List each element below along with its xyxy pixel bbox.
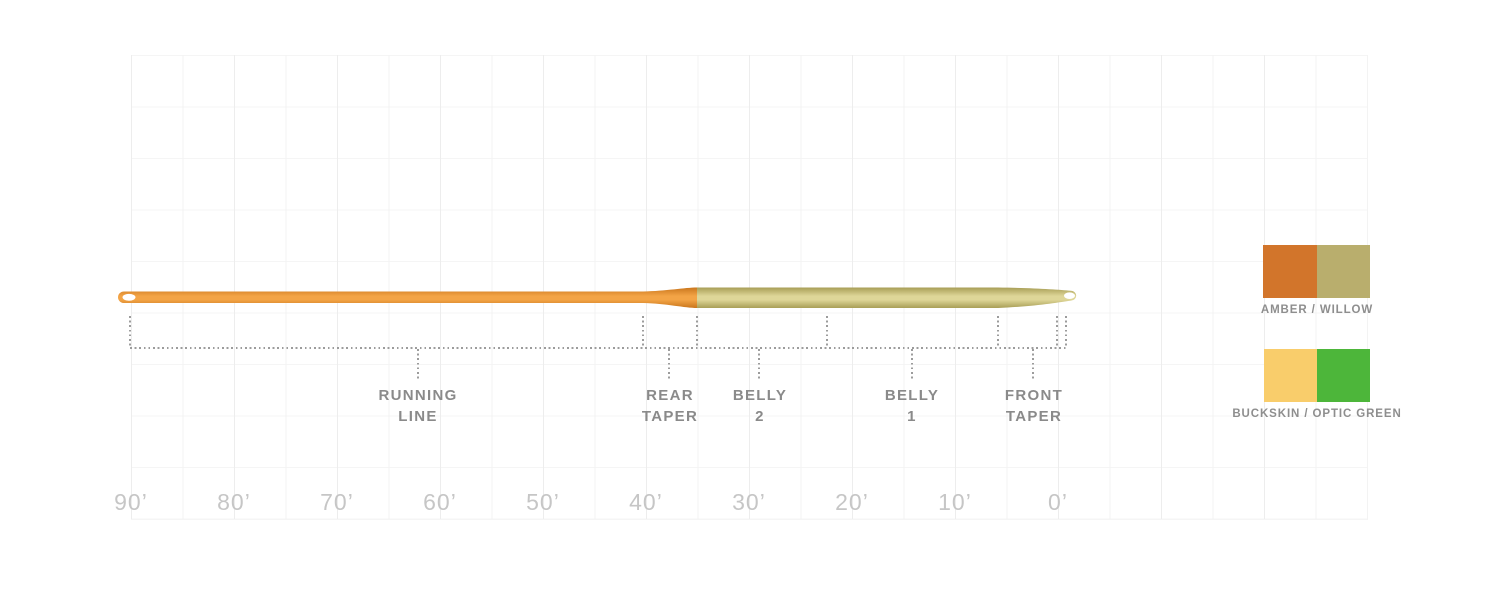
bracket-tick-belly2-start — [696, 316, 698, 347]
section-label-line2: TAPER — [641, 408, 699, 425]
ruler-tick-90ft: 90’ — [114, 489, 148, 515]
swatch-willow — [1316, 245, 1370, 298]
front-welded-loop — [1064, 292, 1075, 299]
colorway-swatch-amber-willow — [1263, 245, 1370, 298]
swatch-amber — [1263, 245, 1317, 298]
ruler-tick-80ft: 80’ — [217, 489, 251, 515]
bracket-tick-90ft — [129, 316, 131, 347]
section-label-belly-2: BELLY 2 — [733, 385, 787, 427]
section-label-line1: RUNNING — [378, 387, 458, 404]
ruler-tick-60ft: 60’ — [423, 489, 457, 515]
section-label-line2: TAPER — [1005, 408, 1063, 425]
colorway-label-amber-willow: AMBER / WILLOW — [1260, 304, 1374, 316]
ruler-tick-10ft: 10’ — [938, 489, 972, 515]
section-label-running-line: RUNNING LINE — [378, 385, 457, 427]
ruler-tick-50ft: 50’ — [526, 489, 560, 515]
colorway-swatch-buckskin-optic-green — [1264, 349, 1370, 402]
colorway-label-buckskin-optic-green: BUCKSKIN / OPTIC GREEN — [1232, 408, 1402, 420]
bracket-tick-front-taper-start — [997, 316, 999, 347]
leader-running-line — [417, 349, 419, 379]
section-label-line1: REAR — [646, 387, 694, 404]
section-label-line1: BELLY — [884, 387, 940, 404]
belly-and-front-taper-segment — [697, 287, 1077, 308]
leader-rear-taper — [668, 349, 670, 379]
swatch-buckskin — [1264, 349, 1317, 402]
background-grid — [131, 55, 1368, 520]
ruler-tick-40ft: 40’ — [629, 489, 663, 515]
ruler-tick-20ft: 20’ — [835, 489, 869, 515]
ruler-tick-30ft: 30’ — [732, 489, 766, 515]
rear-welded-loop — [122, 293, 136, 301]
section-label-line2: LINE — [398, 408, 438, 425]
swatch-optic-green — [1317, 349, 1370, 402]
running-line-and-rear-taper-segment — [118, 287, 697, 308]
bracket-baseline — [130, 347, 1066, 349]
ruler-tick-0ft: 0’ — [1048, 489, 1068, 515]
leader-belly-1 — [911, 349, 913, 379]
section-label-belly-1: BELLY 1 — [885, 385, 939, 427]
ruler-tick-70ft: 70’ — [320, 489, 354, 515]
leader-belly-2 — [758, 349, 760, 379]
section-label-line1: FRONT — [1004, 387, 1064, 404]
section-label-line2: 1 — [907, 408, 917, 425]
section-label-rear-taper: REAR TAPER — [642, 385, 698, 427]
bracket-tick-rear-taper-start — [642, 316, 644, 347]
bracket-tick-0ft — [1056, 316, 1058, 347]
bracket-tick-line-tip — [1065, 316, 1067, 347]
fly-line-profile — [118, 287, 1077, 308]
section-label-front-taper: FRONT TAPER — [1005, 385, 1063, 427]
bracket-tick-belly1-start — [826, 316, 828, 347]
section-label-line2: 2 — [755, 408, 765, 425]
section-label-line1: BELLY — [732, 387, 788, 404]
leader-front-taper — [1032, 349, 1034, 379]
